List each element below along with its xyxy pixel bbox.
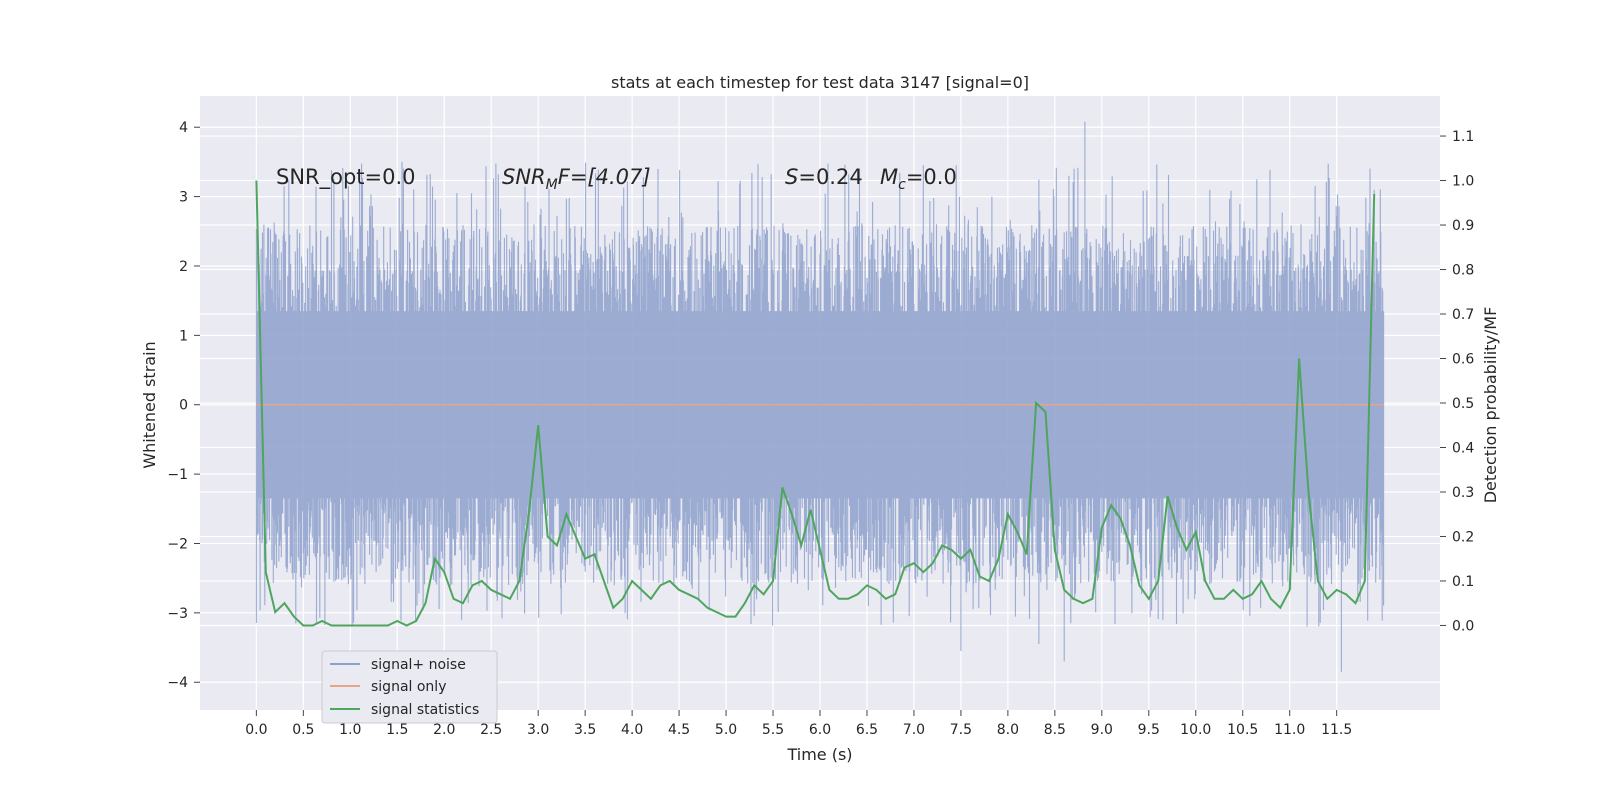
x-tick-label: 7.5 — [950, 722, 972, 738]
x-tick-label: 9.5 — [1138, 722, 1160, 738]
annotation-snr-mf-subscript: M — [546, 177, 558, 193]
signal-statistics-series — [255, 180, 1376, 627]
x-tick-label: 8.5 — [1044, 722, 1066, 738]
x-tick-label: 9.0 — [1091, 722, 1113, 738]
y-right-tick-label: 0.0 — [1452, 618, 1474, 634]
y-left-tick-label: −1 — [167, 467, 188, 483]
y-left-axis-ticks: 4 3 2 1 0 −1 −2 −3 −4 — [167, 120, 200, 691]
x-tick-label: 1.0 — [339, 722, 361, 738]
legend-label-noise: signal+ noise — [371, 657, 466, 673]
legend-label-statistics: signal statistics — [371, 702, 479, 718]
x-tick-label: 5.5 — [762, 722, 784, 738]
legend-label-signal-only: signal only — [371, 679, 446, 695]
annotation-snr-opt: SNR_opt=0.0 — [276, 165, 416, 190]
y-left-tick-label: −4 — [167, 675, 188, 691]
annotation-snr-mf-symbol: SNR — [502, 165, 546, 189]
y-right-axis-ticks: 1.1 1.0 0.9 0.8 0.7 0.6 0.5 0.4 0.3 0.2 0.1 0.0 — [1440, 129, 1474, 634]
y-right-axis-label: Detection probability/MF — [1481, 307, 1500, 504]
x-tick-label: 1.5 — [386, 722, 408, 738]
x-tick-label: 2.5 — [480, 722, 502, 738]
y-left-tick-label: 0 — [179, 398, 188, 414]
x-tick-label: 11.5 — [1321, 722, 1352, 738]
y-left-tick-label: 1 — [179, 328, 188, 344]
x-tick-label: 4.5 — [668, 722, 690, 738]
annotation-mc-value: =0.0 — [906, 165, 957, 189]
x-tick-label: 4.0 — [621, 722, 643, 738]
x-tick-label: 11.0 — [1274, 722, 1305, 738]
y-right-tick-label: 0.7 — [1452, 307, 1474, 323]
x-tick-label: 3.0 — [527, 722, 549, 738]
y-left-tick-label: −3 — [167, 606, 188, 622]
y-right-tick-label: 0.1 — [1452, 574, 1474, 590]
x-tick-label: 8.0 — [997, 722, 1019, 738]
x-tick-label: 0.0 — [245, 722, 267, 738]
x-tick-label: 10.5 — [1227, 722, 1258, 738]
x-tick-label: 6.0 — [809, 722, 831, 738]
annotation-mc-symbol: M — [880, 165, 898, 189]
y-right-tick-label: 0.9 — [1452, 218, 1474, 234]
y-right-tick-label: 1.1 — [1452, 129, 1474, 145]
y-right-tick-label: 0.8 — [1452, 263, 1474, 279]
x-tick-label: 10.0 — [1180, 722, 1211, 738]
annotation-s-value: =0.24 — [798, 165, 862, 189]
y-left-tick-label: 2 — [179, 259, 188, 275]
annotation-snr-mf-value: F=[4.07] — [558, 165, 651, 189]
signal-noise-trace — [255, 121, 1385, 672]
legend-box — [321, 650, 498, 724]
x-axis-ticks: 0.0 0.5 1.0 1.5 2.0 2.5 3.0 3.5 4.0 4.5 5.0 5.5 6.0 6… — [245, 710, 1352, 738]
x-tick-label: 7.0 — [903, 722, 925, 738]
x-axis-label: Time (s) — [786, 745, 852, 764]
annotation-mc: Mc=0.0 — [880, 165, 957, 193]
y-right-tick-label: 0.3 — [1452, 485, 1474, 501]
annotation-snr-mf: SNRMF=[4.07] — [502, 165, 651, 193]
y-right-tick-label: 0.4 — [1452, 440, 1474, 456]
chart-title: stats at each timestep for test data 314… — [611, 73, 1029, 92]
annotation-mc-subscript: c — [898, 177, 906, 193]
y-right-tick-label: 0.2 — [1452, 529, 1474, 545]
y-left-tick-label: 3 — [179, 190, 188, 206]
annotation-s: S=0.24 — [785, 165, 863, 189]
signal-noise-series — [255, 121, 1385, 672]
annotation-s-symbol: S — [785, 165, 798, 189]
y-left-axis-label: Whitened strain — [140, 341, 159, 468]
y-left-tick-label: 4 — [179, 120, 188, 136]
x-tick-label: 3.5 — [574, 722, 596, 738]
y-right-tick-label: 1.0 — [1452, 174, 1474, 190]
legend: signal+ noise signal only signal statist… — [321, 650, 498, 724]
y-right-tick-label: 0.5 — [1452, 396, 1474, 412]
x-tick-label: 6.5 — [856, 722, 878, 738]
x-tick-label: 2.0 — [433, 722, 455, 738]
y-right-tick-label: 0.6 — [1452, 352, 1474, 368]
x-tick-label: 5.0 — [715, 722, 737, 738]
x-tick-label: 0.5 — [292, 722, 314, 738]
y-left-tick-label: −2 — [167, 536, 188, 552]
